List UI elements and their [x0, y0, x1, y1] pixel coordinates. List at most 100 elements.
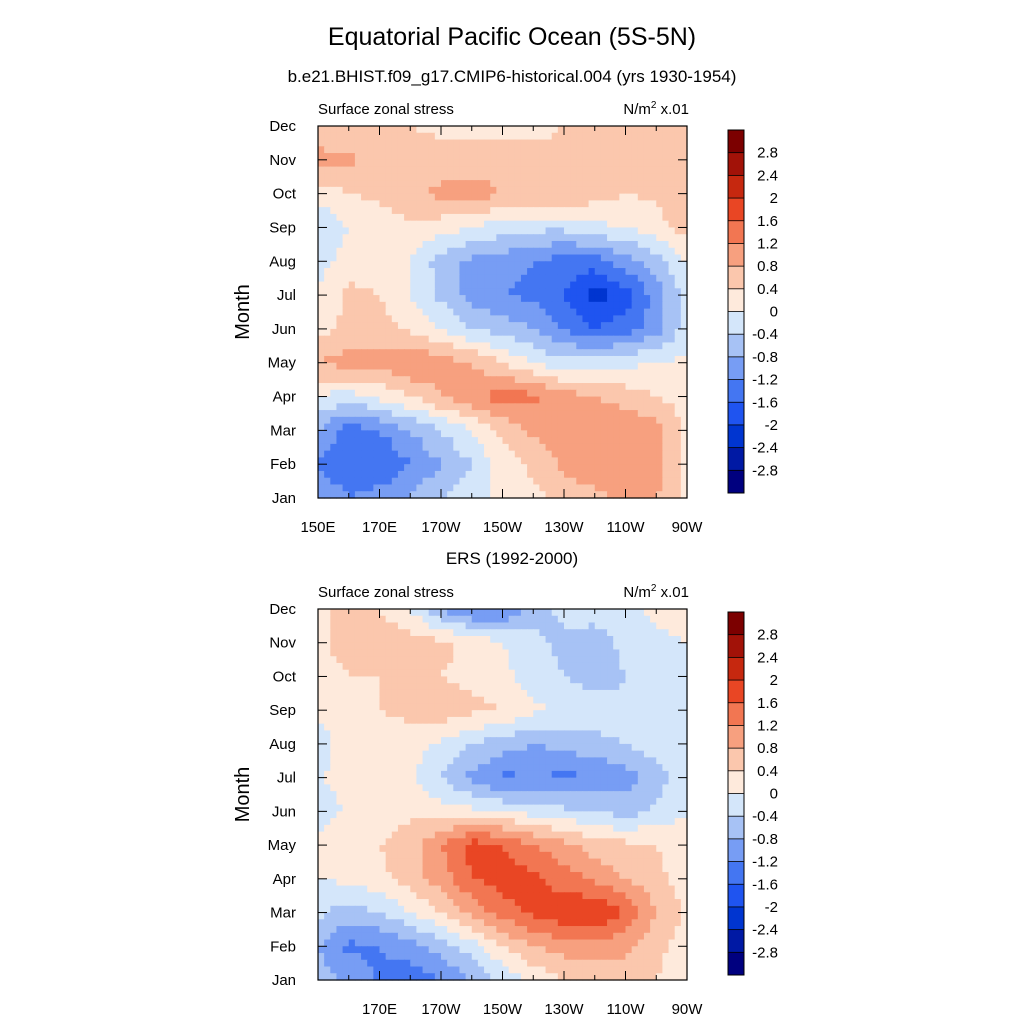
- field-cell: [582, 622, 590, 630]
- x-tick-label: 150E: [300, 519, 335, 536]
- field-cell: [520, 777, 528, 785]
- field-cell: [527, 757, 534, 765]
- field-cell: [545, 450, 553, 459]
- field-cell: [496, 261, 504, 269]
- field-cell: [570, 477, 577, 486]
- field-cell: [594, 227, 602, 235]
- field-cell: [625, 609, 633, 617]
- field-cell: [471, 369, 479, 377]
- field-cell: [643, 207, 651, 215]
- field-cell: [502, 770, 510, 779]
- field-cell: [416, 484, 424, 492]
- field-cell: [557, 703, 565, 711]
- field-cell: [404, 642, 411, 651]
- field-cell: [490, 716, 497, 725]
- field-cell: [379, 410, 387, 418]
- field-cell: [496, 355, 504, 364]
- field-cell: [631, 281, 639, 289]
- field-cell: [416, 649, 424, 657]
- field-cell: [508, 328, 516, 337]
- field-cell: [490, 750, 497, 758]
- field-cell: [674, 484, 682, 492]
- field-cell: [588, 777, 596, 785]
- field-cell: [373, 437, 381, 445]
- field-cell: [324, 716, 331, 725]
- field-cell: [318, 207, 325, 215]
- field-cell: [410, 696, 417, 705]
- field-cell: [680, 609, 688, 617]
- field-cell: [557, 308, 565, 316]
- field-cell: [520, 430, 528, 438]
- field-cell: [514, 200, 522, 208]
- field-cell: [662, 389, 670, 398]
- field-cell: [367, 777, 374, 785]
- field-cell: [643, 615, 651, 624]
- field-cell: [625, 173, 633, 181]
- field-cell: [354, 437, 362, 445]
- field-cell: [588, 649, 596, 657]
- field-cell: [348, 689, 356, 698]
- field-cell: [674, 213, 682, 222]
- field-cell: [361, 362, 368, 371]
- field-cell: [410, 200, 417, 208]
- field-cell: [404, 770, 411, 779]
- field-cell: [656, 609, 663, 617]
- field-cell: [662, 274, 670, 283]
- field-cell: [637, 683, 645, 691]
- field-cell: [674, 349, 682, 357]
- field-cell: [637, 328, 645, 337]
- field-cell: [533, 328, 540, 337]
- field-cell: [391, 770, 399, 779]
- field-cell: [367, 322, 374, 330]
- field-cell: [379, 662, 387, 671]
- field-cell: [496, 342, 504, 350]
- field-cell: [564, 710, 571, 718]
- field-cell: [508, 609, 516, 617]
- field-cell: [336, 403, 344, 411]
- field-cell: [551, 491, 559, 499]
- field-cell: [324, 220, 331, 229]
- field-cell: [508, 193, 516, 201]
- field-cell: [625, 629, 633, 637]
- field-cell: [650, 662, 657, 671]
- field-cell: [600, 784, 608, 792]
- field-cell: [348, 437, 356, 445]
- field-cell: [330, 254, 338, 262]
- field-cell: [330, 355, 338, 364]
- field-cell: [613, 609, 620, 617]
- field-cell: [361, 437, 368, 445]
- field-cell: [613, 662, 620, 671]
- field-cell: [576, 710, 584, 718]
- field-cell: [607, 281, 614, 289]
- field-cell: [422, 146, 430, 154]
- field-cell: [477, 696, 485, 705]
- field-cell: [680, 186, 688, 195]
- field-cell: [520, 649, 528, 657]
- field-cell: [625, 764, 633, 772]
- field-cell: [680, 716, 688, 725]
- field-cell: [613, 254, 620, 262]
- field-cell: [527, 443, 534, 452]
- field-cell: [434, 383, 442, 391]
- field-cell: [373, 443, 381, 452]
- field-cell: [570, 281, 577, 289]
- field-cell: [637, 662, 645, 671]
- field-cell: [459, 132, 467, 141]
- field-cell: [520, 335, 528, 344]
- field-cell: [514, 743, 522, 752]
- field-cell: [637, 369, 645, 377]
- field-cell: [336, 166, 344, 174]
- field-cell: [656, 656, 663, 664]
- field-cell: [324, 464, 331, 472]
- field-cell: [373, 139, 381, 147]
- field-cell: [453, 240, 461, 249]
- field-cell: [373, 308, 381, 316]
- field-cell: [324, 450, 331, 459]
- field-cell: [391, 443, 399, 452]
- field-cell: [656, 683, 663, 691]
- field-cell: [447, 247, 454, 256]
- field-cell: [613, 389, 620, 398]
- field-cell: [607, 777, 614, 785]
- field-cell: [416, 730, 424, 738]
- field-cell: [477, 403, 485, 411]
